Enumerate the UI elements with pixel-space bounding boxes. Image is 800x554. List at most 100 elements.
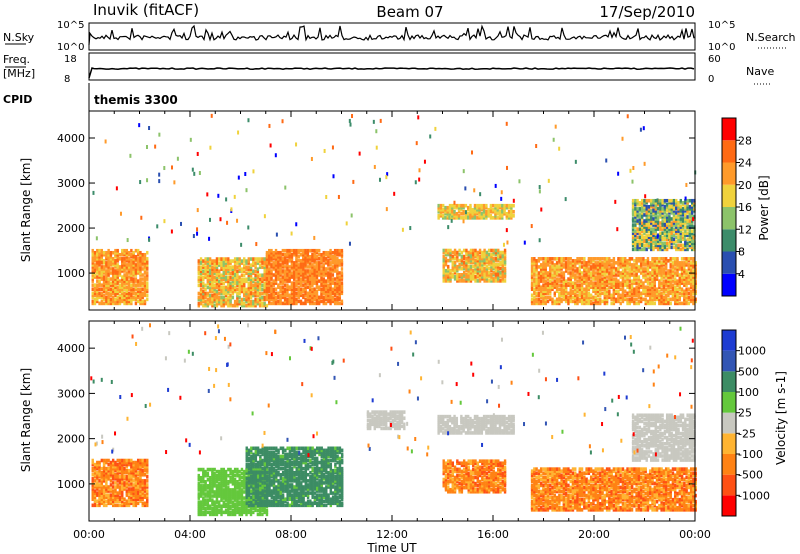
echo-cell bbox=[679, 247, 682, 252]
echo-cell bbox=[683, 271, 686, 275]
echo-cell bbox=[476, 273, 479, 277]
echo-cell bbox=[125, 273, 129, 277]
echo-cell bbox=[222, 263, 225, 267]
echo-cell bbox=[551, 277, 554, 281]
echo-cell bbox=[98, 472, 101, 477]
echo-cell bbox=[535, 291, 538, 296]
echo-cell bbox=[487, 275, 491, 279]
echo-cell bbox=[667, 273, 670, 277]
echo-cell bbox=[258, 281, 262, 286]
echo-cell bbox=[640, 229, 644, 233]
echo-cell bbox=[118, 299, 122, 304]
echo-cell bbox=[105, 297, 108, 302]
echo-cell bbox=[277, 293, 280, 298]
echo-cell bbox=[692, 301, 695, 306]
echo-cell bbox=[218, 279, 221, 284]
echo-cell bbox=[564, 293, 568, 298]
echo-cell bbox=[283, 287, 287, 292]
echo-cell bbox=[229, 275, 232, 280]
echo-cell bbox=[236, 295, 239, 300]
echo-cell bbox=[585, 293, 588, 298]
echo-cell bbox=[642, 297, 645, 302]
echo-cell bbox=[111, 273, 115, 277]
echo-cell bbox=[197, 267, 200, 271]
echo-cell bbox=[671, 273, 675, 277]
echo-cell bbox=[279, 285, 282, 289]
echo-cell bbox=[690, 237, 694, 242]
echo-cell bbox=[626, 273, 629, 277]
echo-cell bbox=[206, 279, 210, 284]
echo-cell bbox=[295, 293, 298, 298]
echo-cell bbox=[663, 209, 667, 213]
echo-cell bbox=[633, 263, 636, 267]
echo-cell bbox=[549, 297, 552, 302]
echo-cell bbox=[245, 287, 248, 292]
echo-cell bbox=[456, 277, 459, 281]
echo-cell bbox=[265, 263, 269, 267]
echo-cell bbox=[297, 263, 300, 267]
echo-scatter bbox=[505, 121, 508, 126]
echo-cell bbox=[105, 289, 108, 294]
echo-cell bbox=[650, 231, 653, 235]
echo-cell bbox=[288, 295, 291, 300]
echo-cell bbox=[290, 283, 294, 287]
echo-cell bbox=[544, 279, 547, 283]
echo-cell bbox=[127, 283, 131, 287]
echo-cell bbox=[293, 291, 296, 296]
echo-cell bbox=[564, 289, 568, 294]
echo-cell bbox=[465, 268, 468, 273]
echo-cell bbox=[664, 295, 668, 300]
echo-cell bbox=[448, 203, 452, 208]
echo-cell bbox=[694, 273, 697, 277]
echo-cell bbox=[91, 462, 94, 467]
echo-cell bbox=[687, 271, 691, 275]
echo-cell bbox=[208, 263, 212, 267]
echo-cell bbox=[687, 259, 691, 263]
echo-cell bbox=[649, 293, 652, 298]
echo-cell bbox=[127, 285, 131, 289]
echo-scatter bbox=[290, 231, 293, 236]
echo-cell bbox=[481, 268, 484, 273]
echo-cell bbox=[689, 261, 693, 265]
echo-cell bbox=[658, 295, 661, 300]
echo-cell bbox=[617, 259, 620, 263]
echo-cell bbox=[322, 299, 325, 304]
echo-cell bbox=[102, 497, 106, 502]
echo-cell bbox=[324, 269, 328, 273]
echo-cell bbox=[539, 279, 543, 283]
echo-cell bbox=[91, 259, 94, 263]
echo-cell bbox=[116, 503, 119, 508]
echo-cell bbox=[676, 257, 679, 261]
echo-cell bbox=[599, 265, 602, 269]
echo-cell bbox=[619, 261, 622, 265]
echo-cell bbox=[686, 243, 689, 248]
echo-cell bbox=[472, 273, 475, 277]
echo-cell bbox=[256, 261, 260, 265]
echo-cell bbox=[492, 270, 495, 275]
echo-cell bbox=[308, 261, 312, 265]
echo-cell bbox=[208, 267, 212, 271]
echo-cell bbox=[327, 297, 330, 302]
echo-cell bbox=[635, 263, 638, 267]
echo-cell bbox=[199, 291, 203, 296]
echo-cell bbox=[644, 277, 647, 281]
echo-cell bbox=[482, 203, 486, 208]
echo-cell bbox=[313, 277, 316, 281]
echo-cell bbox=[460, 216, 463, 220]
echo-cell bbox=[644, 259, 647, 263]
echo-cell bbox=[199, 287, 203, 292]
echo-cell bbox=[132, 271, 135, 275]
echo-cell bbox=[320, 273, 323, 277]
echo-cell bbox=[465, 277, 468, 281]
echo-cell bbox=[481, 266, 484, 271]
echo-cell bbox=[274, 254, 278, 259]
echo-cell bbox=[327, 289, 330, 294]
echo-cell bbox=[102, 503, 106, 508]
echo-cell bbox=[132, 489, 135, 493]
echo-cell bbox=[123, 252, 126, 257]
echo-cell bbox=[238, 275, 241, 280]
echo-scatter bbox=[139, 180, 142, 185]
echo-cell bbox=[308, 301, 312, 306]
echo-cell bbox=[199, 271, 203, 276]
echo-cell bbox=[107, 489, 110, 493]
